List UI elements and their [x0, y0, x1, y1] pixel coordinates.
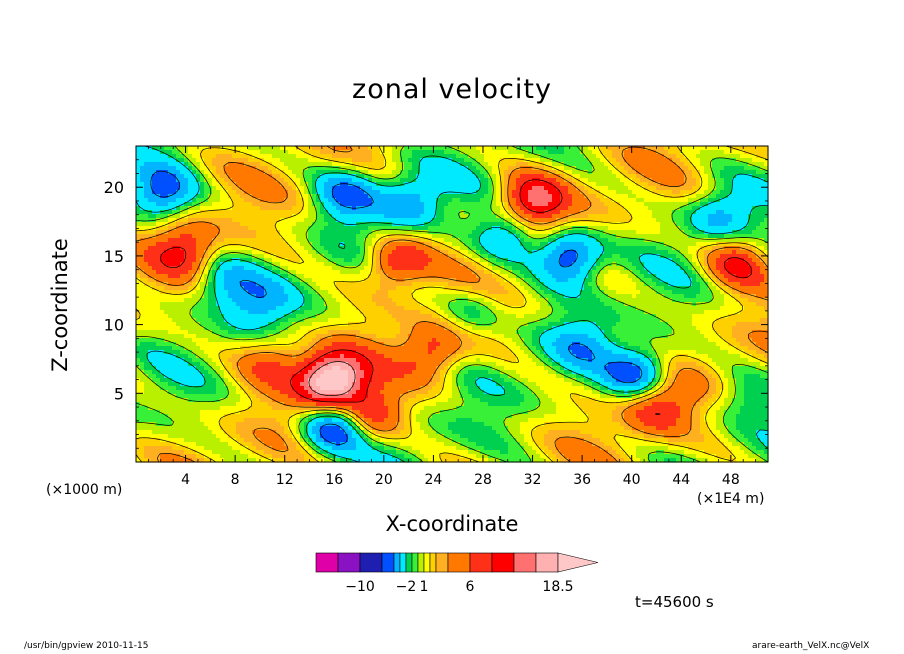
x-tick-label: 4 [181, 472, 190, 488]
colorbar-swatch [359, 552, 383, 573]
colorbar-swatch [435, 552, 449, 573]
colorbar-swatch [469, 552, 493, 573]
colorbar-swatch [491, 552, 515, 573]
x-tick-label: 24 [424, 472, 442, 488]
x-tick-label: 16 [325, 472, 343, 488]
colorbar-swatch [411, 552, 419, 573]
colorbar-swatch [337, 552, 361, 573]
footer-left: /usr/bin/gpview 2010-11-15 [24, 641, 149, 651]
x-tick-label: 40 [623, 472, 641, 488]
colorbar-swatch [429, 552, 437, 573]
x-scale-label: (×1E4 m) [697, 491, 765, 507]
time-label: t=45600 s [635, 593, 714, 611]
y-tick-label: 20 [104, 178, 124, 197]
y-tick-label: 5 [114, 384, 124, 403]
x-tick-label: 20 [375, 472, 393, 488]
x-tick-label: 44 [672, 472, 690, 488]
colorbar-swatch [315, 552, 339, 573]
colorbar-tick-label: −10 [345, 579, 375, 595]
x-tick-label: 28 [474, 472, 492, 488]
plot-frame [135, 145, 769, 463]
colorbar-swatch [417, 552, 425, 573]
footer-right: arare-earth_VelX.nc@VelX [752, 641, 870, 651]
colorbar-swatch [381, 552, 395, 573]
colorbar-swatch [535, 552, 559, 573]
y-axis-label: Z-coordinate [48, 238, 72, 372]
colorbar-swatch [513, 552, 537, 573]
x-tick-label: 36 [573, 472, 591, 488]
x-axis-label: X-coordinate [385, 512, 519, 536]
colorbar-tick-label: −2 [396, 579, 417, 595]
colorbar-swatch [393, 552, 401, 573]
colorbar-swatch [405, 552, 413, 573]
x-unit-label: (×1000 m) [46, 482, 123, 498]
colorbar-swatch [447, 552, 471, 573]
colorbar-swatch [423, 552, 431, 573]
x-tick-label: 8 [231, 472, 240, 488]
contour-fill [136, 146, 769, 463]
y-tick-label: 10 [104, 316, 124, 335]
colorbar-extend-arrow [557, 552, 599, 573]
colorbar-tick-label: 1 [420, 579, 429, 595]
x-tick-label: 48 [722, 472, 740, 488]
y-tick-label: 15 [104, 247, 124, 266]
colorbar-tick-label: 6 [466, 579, 475, 595]
chart-title: zonal velocity [352, 74, 552, 105]
colorbar-swatch [399, 552, 407, 573]
colorbar-tick-label: 18.5 [542, 579, 573, 595]
colorbar: −10 −2 1 6 18.5 [315, 552, 599, 595]
x-tick-label: 32 [524, 472, 542, 488]
x-tick-label: 12 [276, 472, 294, 488]
